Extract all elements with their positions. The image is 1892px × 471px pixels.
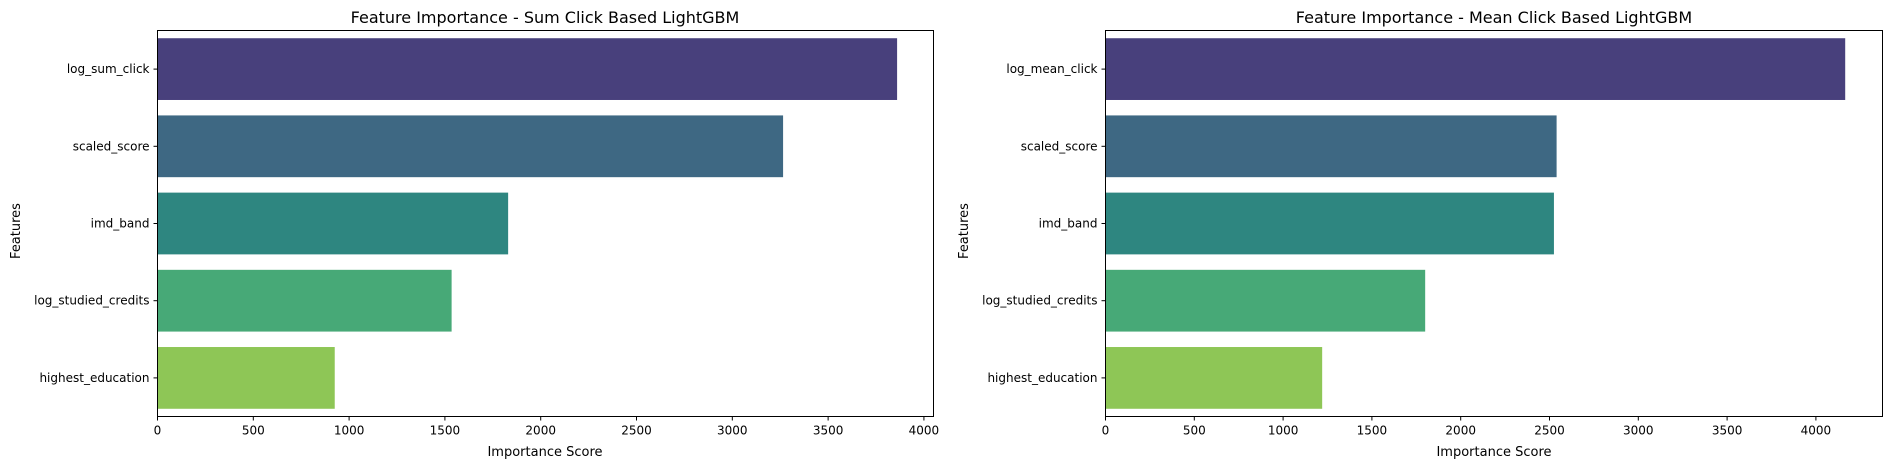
x-tick-label: 500 bbox=[1183, 424, 1206, 438]
x-tick-label: 4000 bbox=[909, 424, 940, 438]
y-tick-label: highest_education bbox=[987, 371, 1097, 385]
x-tick-label: 500 bbox=[242, 424, 265, 438]
x-tick-label: 1000 bbox=[334, 424, 365, 438]
x-ticks-group: 0 500 1000 1500 2000 2500 3000 3500 4000 bbox=[154, 416, 940, 438]
x-tick-label: 0 bbox=[1102, 424, 1110, 438]
bar-log-studied-credits bbox=[157, 269, 452, 332]
chart-panel-mean-click: Feature Importance - Mean Click Based Li… bbox=[957, 8, 1883, 460]
x-tick-label: 0 bbox=[154, 424, 162, 438]
chart-panel-sum-click: Feature Importance - Sum Click Based Lig… bbox=[9, 8, 939, 460]
y-ticks-group: log_mean_click scaled_score imd_band log_st… bbox=[982, 62, 1106, 385]
plot-frame bbox=[157, 30, 934, 417]
x-tick-label: 1000 bbox=[1268, 424, 1299, 438]
x-tick-label: 1500 bbox=[1357, 424, 1388, 438]
y-tick-label: scaled_score bbox=[1021, 139, 1098, 153]
y-tick-label: log_sum_click bbox=[67, 62, 150, 76]
x-ticks-group: 0 500 1000 1500 2000 2500 3000 3500 4000 bbox=[1102, 416, 1832, 438]
y-tick-label: log_studied_credits bbox=[982, 294, 1097, 308]
x-axis-label: Importance Score bbox=[487, 445, 602, 460]
x-tick-label: 3000 bbox=[1623, 424, 1654, 438]
x-tick-label: 4000 bbox=[1801, 424, 1832, 438]
x-tick-label: 3500 bbox=[1712, 424, 1743, 438]
x-tick-label: 1500 bbox=[430, 424, 461, 438]
plot-frame bbox=[1105, 30, 1883, 417]
x-tick-label: 3000 bbox=[717, 424, 748, 438]
y-tick-label: imd_band bbox=[1039, 217, 1098, 231]
y-tick-label: imd_band bbox=[91, 217, 150, 231]
bar-imd-band bbox=[157, 192, 509, 255]
bar-imd-band bbox=[1105, 192, 1554, 255]
y-axis-label: Features bbox=[957, 203, 972, 259]
y-tick-label: log_mean_click bbox=[1006, 62, 1097, 76]
x-tick-label: 2000 bbox=[525, 424, 556, 438]
x-tick-label: 2500 bbox=[1534, 424, 1565, 438]
bar-log-mean-click bbox=[1105, 38, 1846, 100]
y-axis-label: Features bbox=[9, 203, 24, 259]
bar-log-studied-credits bbox=[1105, 269, 1426, 332]
x-tick-label: 3500 bbox=[813, 424, 844, 438]
y-tick-label: highest_education bbox=[39, 371, 149, 385]
bar-scaled-score bbox=[157, 115, 784, 178]
y-tick-label: log_studied_credits bbox=[34, 294, 149, 308]
chart-title: Feature Importance - Mean Click Based Li… bbox=[1296, 8, 1692, 27]
x-axis-label: Importance Score bbox=[1436, 445, 1551, 460]
bar-scaled-score bbox=[1105, 115, 1557, 178]
x-tick-label: 2000 bbox=[1445, 424, 1476, 438]
bars-group bbox=[157, 38, 898, 409]
bar-highest-education bbox=[1105, 347, 1323, 409]
x-tick-label: 2500 bbox=[621, 424, 652, 438]
bars-group bbox=[1105, 38, 1846, 409]
bar-log-sum-click bbox=[157, 38, 898, 100]
y-tick-label: scaled_score bbox=[73, 139, 150, 153]
bar-highest-education bbox=[157, 347, 335, 409]
chart-title: Feature Importance - Sum Click Based Lig… bbox=[351, 8, 740, 27]
y-ticks-group: log_sum_click scaled_score imd_band log_stu… bbox=[34, 62, 158, 385]
